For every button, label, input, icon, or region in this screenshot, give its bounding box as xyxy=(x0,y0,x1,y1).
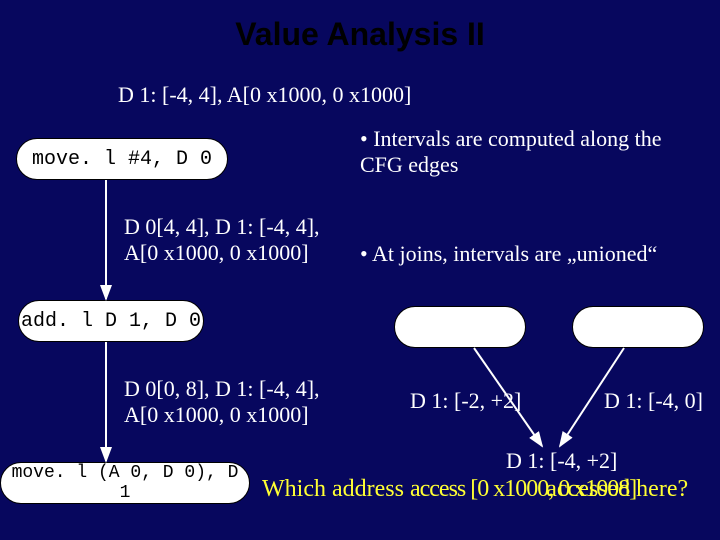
cfg-node-label: add. l D 1, D 0 xyxy=(21,310,201,333)
bullet-intervals-computed: • Intervals are computed along the CFG e… xyxy=(360,126,662,178)
cfg-node-label: move. l #4, D 0 xyxy=(32,148,212,171)
join-label-left: D 1: [-2, +2] xyxy=(410,388,521,414)
question-suffix: accessed here? xyxy=(546,476,688,502)
question-line: Which address access [0 x1000, 0 x1008]a… xyxy=(262,476,720,503)
slide-title: Value Analysis II xyxy=(0,16,720,53)
cfg-node-move-1: move. l #4, D 0 xyxy=(16,138,228,180)
join-node-left xyxy=(394,306,526,348)
join-label-right: D 1: [-4, 0] xyxy=(604,388,703,414)
join-node-right xyxy=(572,306,704,348)
edge-state-1: D 0[4, 4], D 1: [-4, 4], A[0 x1000, 0 x1… xyxy=(124,214,320,266)
question-prefix: Which address xyxy=(262,476,410,502)
cfg-node-move-2: move. l (A 0, D 0), D 1 xyxy=(0,462,250,504)
join-label-result: D 1: [-4, +2] xyxy=(506,448,617,474)
cfg-node-label: move. l (A 0, D 0), D 1 xyxy=(1,463,249,503)
bullet-joins-unioned: • At joins, intervals are „unioned“ xyxy=(360,241,657,267)
cfg-node-add: add. l D 1, D 0 xyxy=(18,300,204,342)
edge-state-2: D 0[0, 8], D 1: [-4, 4], A[0 x1000, 0 x1… xyxy=(124,376,320,428)
initial-state-label: D 1: [-4, 4], A[0 x1000, 0 x1000] xyxy=(118,82,411,108)
